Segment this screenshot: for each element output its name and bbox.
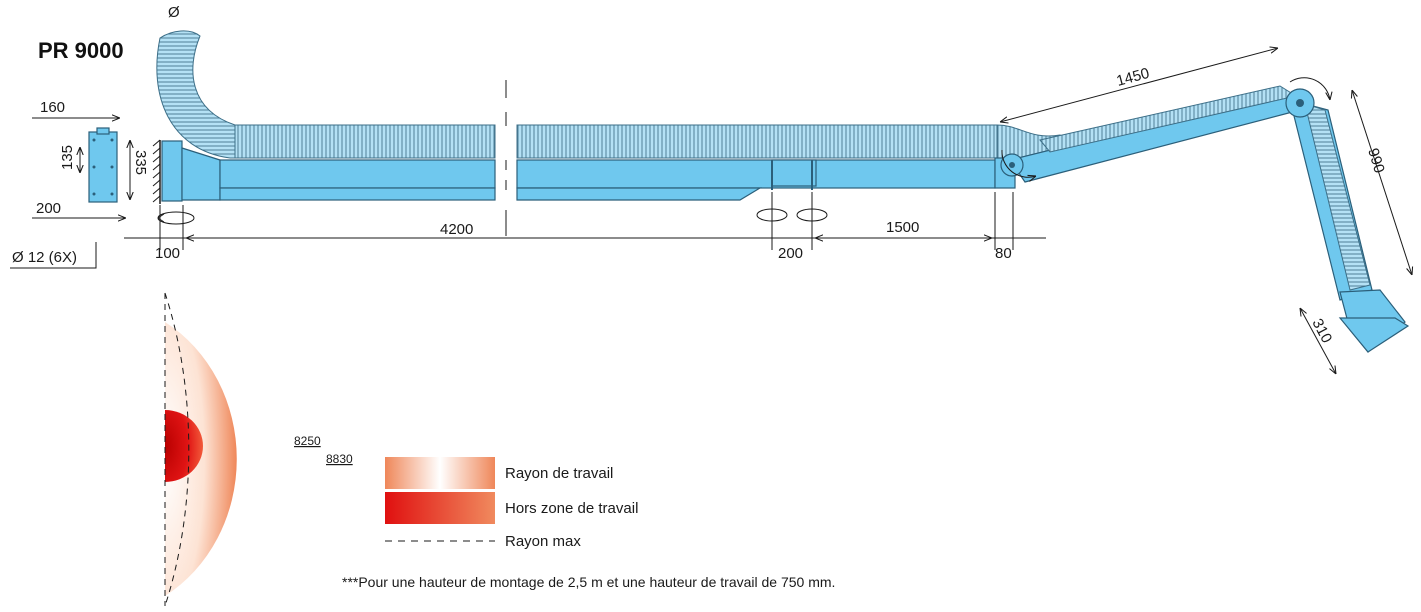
legend-label-dead: Hors zone de travail	[505, 500, 638, 517]
legend-label-max: Rayon max	[505, 533, 581, 550]
radius-diagram: 8250 8830	[164, 292, 353, 607]
boom-profile	[161, 140, 1016, 202]
dim-990: 990	[1364, 146, 1388, 175]
rotation-icon	[157, 211, 195, 225]
dim-1450: 1450	[1115, 65, 1152, 90]
bolt-label: Ø 12 (6X)	[12, 249, 77, 266]
footnote: ***Pour une hauteur de montage de 2,5 m …	[342, 574, 835, 590]
boom-dimensions: 100 4200 200 1500 80	[124, 192, 1046, 262]
dim-bracket-335: 335	[132, 150, 149, 175]
legend: Rayon de travail Hors zone de travail Ra…	[385, 457, 638, 550]
dim-4200: 4200	[440, 221, 473, 238]
radius-max-label: 8830	[326, 452, 353, 466]
legend-swatch-dead	[385, 492, 495, 524]
extraction-hose	[156, 30, 1061, 159]
dim-310: 310	[1308, 316, 1335, 346]
max-radius-arc	[164, 292, 190, 607]
dim-200: 200	[778, 245, 803, 262]
radius-working-label: 8250	[294, 434, 321, 448]
wall-hatch	[152, 139, 161, 204]
legend-label-working: Rayon de travail	[505, 465, 613, 482]
dim-bracket-200: 200	[36, 200, 61, 217]
dim-100: 100	[155, 245, 180, 262]
hose-diameter-label: Ø	[168, 4, 180, 21]
rotation-icon	[756, 208, 828, 222]
dim-bracket-width: 160	[40, 99, 65, 116]
legend-swatch-working	[385, 457, 495, 489]
dim-bracket-135: 135	[59, 145, 76, 170]
articulated-arm	[1000, 85, 1410, 353]
dim-1500: 1500	[886, 219, 919, 236]
dead-zone	[165, 410, 203, 482]
model-title: PR 9000	[38, 38, 124, 63]
working-zone	[165, 322, 237, 596]
dim-80: 80	[995, 245, 1012, 262]
wall-bracket: 160 135 335 200 Ø 12 (6X)	[10, 99, 149, 269]
